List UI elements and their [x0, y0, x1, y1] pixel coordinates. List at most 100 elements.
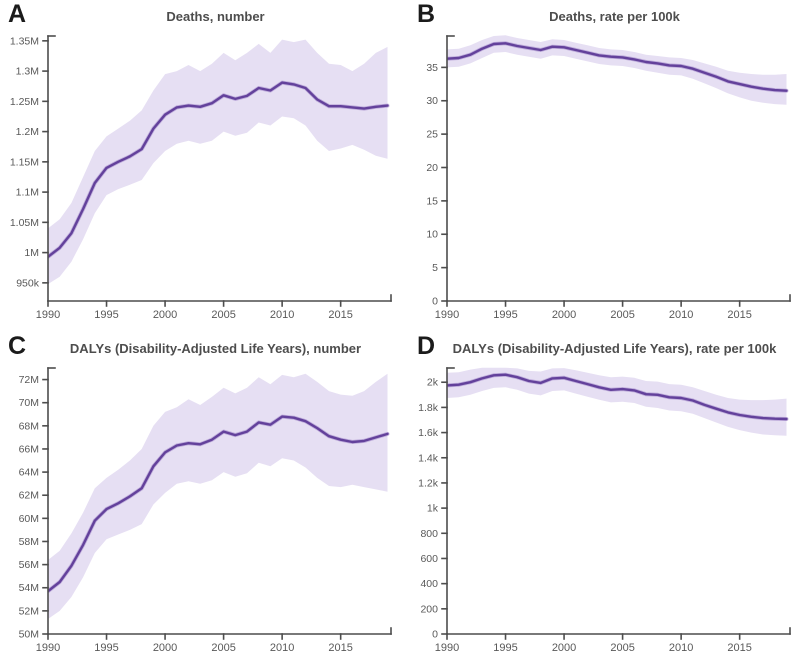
svg-text:2010: 2010 — [270, 309, 294, 321]
svg-text:1990: 1990 — [36, 309, 60, 321]
svg-text:60M: 60M — [19, 513, 39, 525]
svg-text:2000: 2000 — [153, 309, 177, 321]
svg-text:950k: 950k — [16, 277, 40, 289]
svg-text:1.4k: 1.4k — [418, 452, 439, 464]
svg-text:1.2k: 1.2k — [418, 477, 439, 489]
svg-text:1990: 1990 — [36, 642, 60, 654]
svg-text:70M: 70M — [19, 397, 39, 409]
chart-title-dalys-number: DALYs (Disability-Adjusted Life Years), … — [69, 341, 362, 356]
y-tick-labels: 50M 52M 54M 56M 58M 60M 62M 64M 66M 68M 70M 72M — [19, 374, 39, 640]
svg-text:20: 20 — [426, 162, 438, 174]
y-tick-labels: 950k 1M 1.05M 1.1M 1.15M 1.2M 1.25M 1.3M 1.35M — [10, 35, 40, 289]
confidence-band — [48, 373, 388, 619]
svg-text:2010: 2010 — [270, 642, 294, 654]
svg-text:2015: 2015 — [328, 309, 352, 321]
axes — [441, 35, 791, 307]
panel-dalys-number: C DALYs (Disability-Adjusted Life Years)… — [0, 332, 399, 665]
svg-text:1.1M: 1.1M — [16, 187, 39, 199]
svg-text:2015: 2015 — [328, 642, 352, 654]
svg-text:66M: 66M — [19, 443, 39, 455]
y-tick-labels: 0 5 10 15 20 25 30 35 — [426, 62, 438, 308]
svg-text:1.35M: 1.35M — [10, 35, 39, 47]
svg-text:2000: 2000 — [552, 309, 576, 321]
svg-text:2000: 2000 — [153, 642, 177, 654]
svg-text:1k: 1k — [427, 503, 439, 515]
x-tick-labels: 1990 1995 2000 2005 2010 2015 — [435, 642, 752, 654]
panel-deaths-rate: B Deaths, rate per 100k 0 5 10 15 20 25 30 35 19… — [399, 0, 798, 332]
svg-text:2015: 2015 — [727, 642, 751, 654]
chart-title-deaths-rate: Deaths, rate per 100k — [549, 9, 680, 24]
panel-letter-d: D — [417, 332, 436, 360]
svg-text:1.6k: 1.6k — [418, 427, 439, 439]
svg-text:1.25M: 1.25M — [10, 96, 39, 108]
svg-text:1M: 1M — [24, 247, 39, 259]
svg-text:15: 15 — [426, 195, 438, 207]
x-tick-labels: 1990 1995 2000 2005 2010 2015 — [36, 642, 353, 654]
chart-title-deaths-number: Deaths, number — [166, 9, 265, 24]
svg-text:1.15M: 1.15M — [10, 156, 39, 168]
y-tick-labels: 0 200 400 600 800 1k 1.2k 1.4k 1.6k 1.8k 2k — [418, 377, 439, 641]
svg-text:68M: 68M — [19, 420, 39, 432]
panel-dalys-rate: D DALYs (Disability-Adjusted Life Years)… — [399, 332, 798, 665]
confidence-band — [447, 35, 787, 105]
svg-text:200: 200 — [420, 603, 438, 615]
trend-line — [447, 373, 788, 421]
panel-letter-b: B — [417, 0, 436, 28]
svg-text:35: 35 — [426, 62, 438, 74]
axes — [441, 367, 791, 640]
svg-text:62M: 62M — [19, 490, 39, 502]
svg-text:800: 800 — [420, 528, 438, 540]
svg-text:52M: 52M — [19, 605, 39, 617]
svg-text:1995: 1995 — [94, 642, 118, 654]
svg-text:1990: 1990 — [435, 642, 459, 654]
svg-text:1.2M: 1.2M — [16, 126, 39, 138]
trend-line — [48, 81, 389, 258]
svg-text:400: 400 — [420, 578, 438, 590]
svg-text:2000: 2000 — [552, 642, 576, 654]
svg-text:2010: 2010 — [669, 309, 693, 321]
svg-text:1990: 1990 — [435, 309, 459, 321]
panel-deaths-number: A Deaths, number 950k 1M 1.05M 1.1M 1.15M 1.2… — [0, 0, 399, 332]
panel-letter-c: C — [8, 332, 27, 360]
svg-text:1.05M: 1.05M — [10, 217, 39, 229]
axes — [42, 367, 392, 640]
svg-text:1.3M: 1.3M — [16, 66, 39, 78]
svg-text:10: 10 — [426, 229, 438, 241]
chart-plot-deaths-number: 950k 1M 1.05M 1.1M 1.15M 1.2M 1.25M 1.3M 1.35M 19… — [10, 35, 392, 321]
svg-text:2k: 2k — [427, 377, 439, 389]
svg-text:72M: 72M — [19, 374, 39, 386]
svg-text:2005: 2005 — [211, 309, 235, 321]
confidence-band — [48, 39, 388, 285]
svg-text:56M: 56M — [19, 559, 39, 571]
confidence-band — [447, 367, 787, 436]
svg-text:1995: 1995 — [493, 642, 517, 654]
svg-text:1.8k: 1.8k — [418, 402, 439, 414]
x-tick-labels: 1990 1995 2000 2005 2010 2015 — [36, 309, 353, 321]
svg-text:64M: 64M — [19, 467, 39, 479]
svg-text:1995: 1995 — [94, 309, 118, 321]
svg-text:54M: 54M — [19, 582, 39, 594]
chart-plot-deaths-rate: 0 5 10 15 20 25 30 35 1990 1995 2000 2005 2010 2015 — [426, 35, 791, 321]
svg-text:2005: 2005 — [211, 642, 235, 654]
svg-text:600: 600 — [420, 553, 438, 565]
svg-text:0: 0 — [432, 629, 438, 641]
chart-title-dalys-rate: DALYs (Disability-Adjusted Life Years), … — [452, 341, 777, 356]
svg-text:50M: 50M — [19, 629, 39, 641]
svg-text:2015: 2015 — [727, 309, 751, 321]
trend-line — [447, 42, 788, 92]
svg-text:5: 5 — [432, 262, 438, 274]
trend-line — [48, 415, 389, 593]
svg-text:1995: 1995 — [493, 309, 517, 321]
chart-plot-dalys-number: 50M 52M 54M 56M 58M 60M 62M 64M 66M 68M 70M 72M 1990… — [19, 367, 392, 654]
panel-letter-a: A — [8, 0, 27, 28]
axes — [42, 35, 392, 307]
svg-text:2005: 2005 — [610, 309, 634, 321]
x-tick-labels: 1990 1995 2000 2005 2010 2015 — [435, 309, 752, 321]
svg-text:2005: 2005 — [610, 642, 634, 654]
svg-text:2010: 2010 — [669, 642, 693, 654]
svg-text:25: 25 — [426, 129, 438, 141]
svg-text:30: 30 — [426, 95, 438, 107]
svg-text:0: 0 — [432, 296, 438, 308]
